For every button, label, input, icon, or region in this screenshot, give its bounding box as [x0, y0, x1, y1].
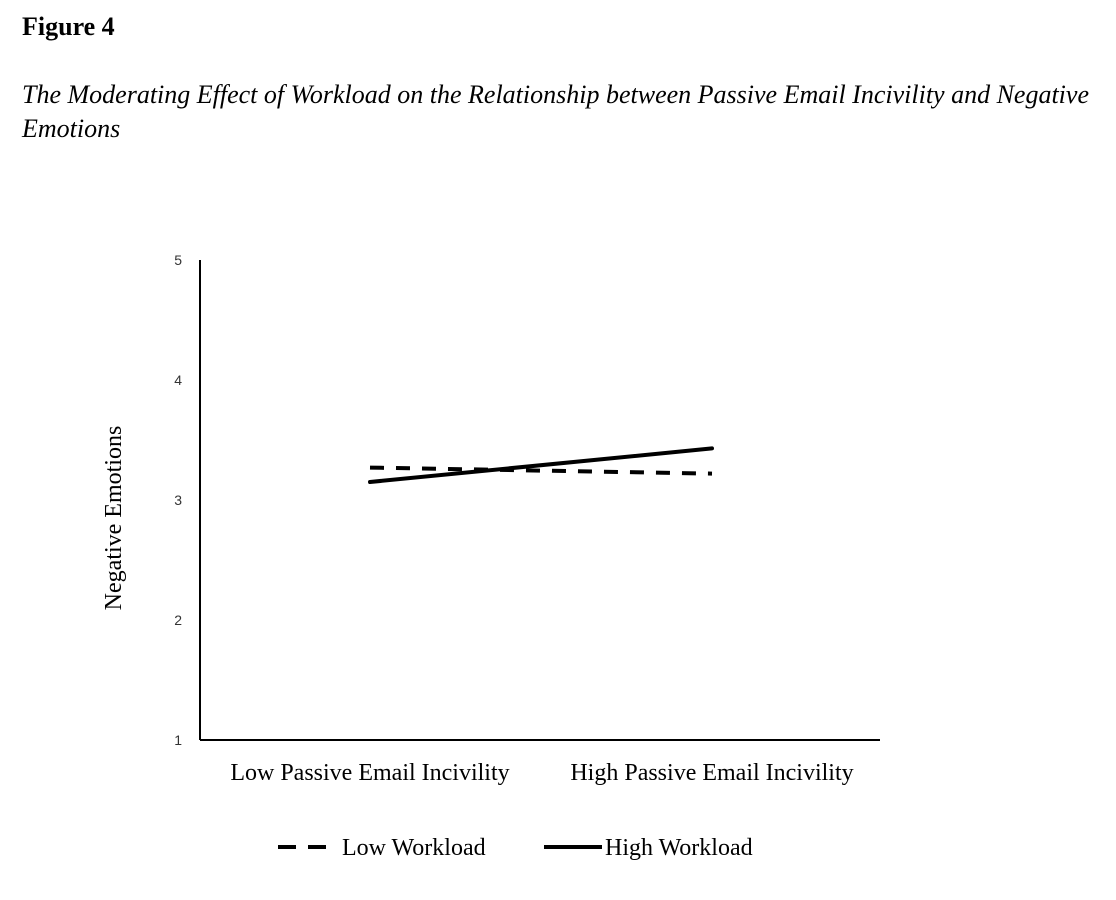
y-tick-label: 1 [174, 732, 182, 748]
y-tick-labels: 1 2 3 4 5 [174, 252, 182, 748]
x-category-label: Low Passive Email Incivility [230, 760, 509, 786]
series-lines [368, 446, 714, 484]
y-axis-label: Negative Emotions [101, 426, 127, 611]
y-tick-label: 5 [174, 252, 182, 268]
legend: Low Workload High Workload [278, 835, 753, 861]
figure-title: The Moderating Effect of Workload on the… [22, 80, 1089, 143]
y-tick-label: 4 [174, 372, 182, 388]
x-category-label: High Passive Email Incivility [570, 760, 853, 786]
y-tick-label: 3 [174, 492, 182, 508]
axes [199, 260, 880, 741]
y-tick-label: 2 [174, 612, 182, 628]
legend-label-low-workload: Low Workload [342, 835, 486, 861]
legend-label-high-workload: High Workload [605, 835, 753, 861]
series-line-high-workload [368, 446, 714, 484]
series-line-low-workload [369, 465, 713, 476]
figure-label: Figure 4 [22, 12, 115, 41]
x-category-labels: Low Passive Email Incivility High Passive… [230, 760, 853, 786]
